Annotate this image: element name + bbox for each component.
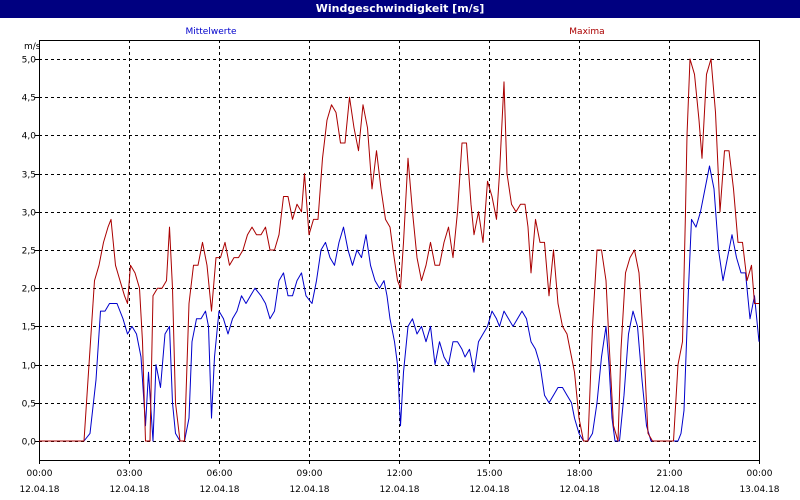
y-tick-label: 3,5: [22, 171, 36, 181]
series-lines: [39, 58, 760, 442]
window-title: Windgeschwindigkeit [m/s]: [0, 0, 800, 18]
x-tick-date: 12.04.18: [469, 485, 509, 495]
x-tick-time: 15:00: [477, 469, 503, 479]
y-axis-label: m/s: [24, 42, 41, 52]
x-tick-time: 09:00: [297, 469, 323, 479]
y-tick-label: 2,5: [22, 247, 36, 257]
x-tick-time: 00:00: [747, 469, 773, 479]
x-tick-time: 00:00: [27, 469, 53, 479]
y-tick-label: 0,0: [22, 438, 37, 448]
x-tick-time: 03:00: [117, 469, 143, 479]
x-tick-time: 12:00: [387, 469, 413, 479]
wind-speed-chart: 0,0 0,5 1,0 1,5 2,0 2,5 3,0 3,5 4,0 4,5 5,0 00:00 1…: [19, 27, 779, 495]
y-tick-label: 1,5: [22, 323, 36, 333]
series-line-maxima: [39, 58, 759, 442]
x-tick-time: 18:00: [567, 469, 593, 479]
y-tick-label: 1,0: [22, 362, 37, 372]
legend-mittelwerte: Mittelwerte: [185, 27, 236, 37]
series-line-mittelwerte: [39, 165, 760, 442]
y-tick-label: 5,0: [22, 56, 37, 66]
y-tick-label: 4,0: [22, 132, 37, 142]
x-tick-date: 12.04.18: [289, 485, 329, 495]
x-tick-date: 13.04.18: [739, 485, 779, 495]
x-tick-date: 12.04.18: [559, 485, 599, 495]
grid: [35, 40, 760, 464]
x-axis-tick-labels: 00:00 12.04.18 03:00 12.04.18 06:00 12.04.18 0…: [19, 469, 779, 495]
y-tick-label: 2,0: [22, 285, 37, 295]
y-tick-label: 3,0: [22, 209, 37, 219]
x-tick-date: 12.04.18: [649, 485, 689, 495]
legend: Mittelwerte Maxima: [185, 27, 604, 37]
x-tick-time: 21:00: [657, 469, 683, 479]
y-tick-label: 0,5: [22, 400, 36, 410]
legend-maxima: Maxima: [569, 27, 604, 37]
x-tick-date: 12.04.18: [109, 485, 149, 495]
y-tick-label: 4,5: [22, 94, 36, 104]
plot-area: [39, 40, 760, 461]
x-tick-date: 12.04.18: [379, 485, 419, 495]
x-tick-time: 06:00: [207, 469, 233, 479]
x-tick-date: 12.04.18: [19, 485, 59, 495]
y-axis-tick-labels: 0,0 0,5 1,0 1,5 2,0 2,5 3,0 3,5 4,0 4,5 5,0: [22, 56, 37, 448]
x-tick-date: 12.04.18: [199, 485, 239, 495]
